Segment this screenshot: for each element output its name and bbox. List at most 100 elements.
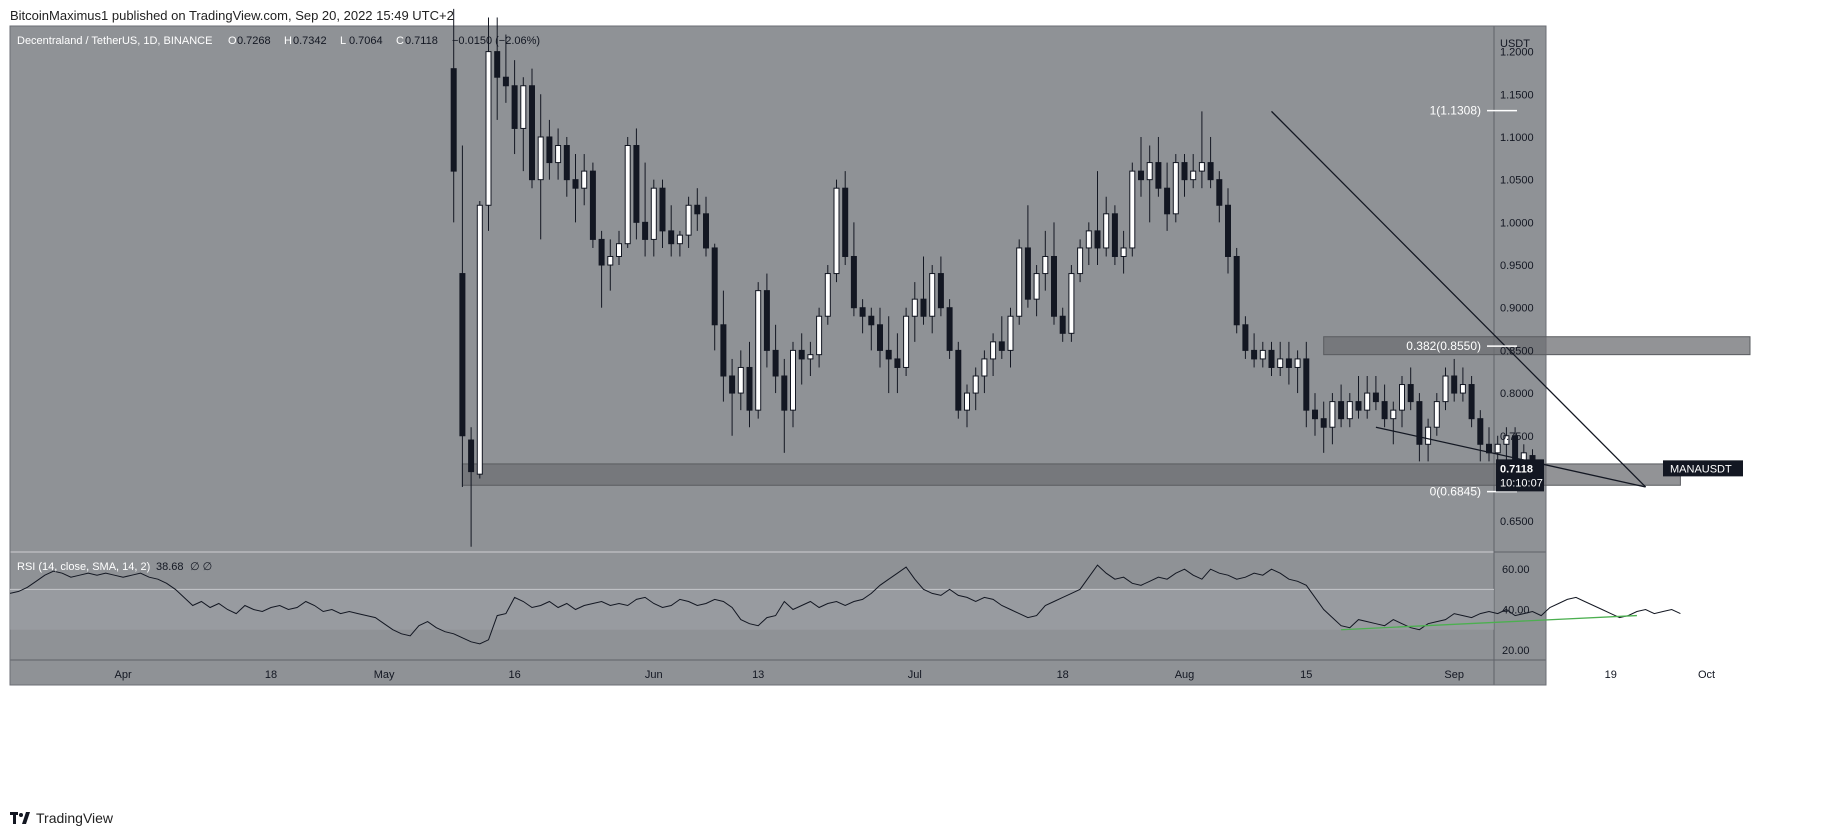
candle[interactable] — [563, 136, 570, 197]
candle[interactable] — [790, 341, 796, 428]
candle[interactable] — [633, 128, 640, 240]
candle[interactable] — [1459, 367, 1466, 402]
candle[interactable] — [598, 230, 605, 308]
candle[interactable] — [1138, 136, 1144, 197]
candle[interactable] — [1294, 350, 1301, 394]
candle[interactable] — [1024, 205, 1031, 308]
candle[interactable] — [1312, 393, 1318, 436]
candle[interactable] — [1225, 188, 1231, 274]
candle[interactable] — [1285, 341, 1292, 385]
candle[interactable] — [668, 205, 675, 257]
candle[interactable] — [955, 341, 962, 419]
candle[interactable] — [1303, 341, 1310, 428]
candle[interactable] — [1320, 401, 1327, 453]
candle[interactable] — [1077, 239, 1084, 283]
candle[interactable] — [1181, 154, 1188, 197]
candle[interactable] — [546, 119, 553, 180]
candle[interactable] — [537, 94, 544, 240]
candle[interactable] — [1103, 196, 1110, 257]
candle[interactable] — [642, 162, 649, 257]
candle[interactable] — [1399, 376, 1405, 428]
candle[interactable] — [676, 230, 683, 257]
candle[interactable] — [511, 60, 518, 155]
candle[interactable] — [903, 307, 910, 376]
candle[interactable] — [990, 333, 997, 376]
candle[interactable] — [998, 316, 1005, 359]
candle[interactable] — [607, 239, 614, 291]
candle[interactable] — [1033, 265, 1040, 317]
candle[interactable] — [1094, 171, 1101, 266]
candle[interactable] — [450, 8, 457, 223]
candle[interactable] — [1207, 136, 1214, 189]
candle[interactable] — [711, 243, 718, 351]
candle[interactable] — [572, 154, 579, 223]
candle[interactable] — [1059, 307, 1066, 342]
candle[interactable] — [1268, 341, 1275, 376]
candle[interactable] — [1120, 230, 1127, 274]
chart-legend[interactable]: Decentraland / TetherUS, 1D, BINANCE O 0.7… — [17, 35, 540, 47]
rsi-line[interactable] — [9, 564, 1681, 645]
candle[interactable] — [616, 230, 622, 266]
candle[interactable] — [720, 290, 727, 402]
candle[interactable] — [555, 128, 562, 180]
candle[interactable] — [1329, 393, 1336, 445]
candle[interactable] — [859, 299, 866, 334]
candle[interactable] — [1233, 247, 1240, 334]
candle[interactable] — [1468, 376, 1475, 428]
candle[interactable] — [1242, 316, 1249, 359]
candle[interactable] — [1164, 162, 1171, 231]
candle[interactable] — [1433, 393, 1440, 436]
candle[interactable] — [1007, 307, 1014, 368]
candle[interactable] — [659, 179, 666, 248]
candle[interactable] — [729, 358, 736, 436]
candle[interactable] — [1111, 205, 1118, 266]
candle[interactable] — [981, 350, 988, 394]
candle[interactable] — [624, 136, 631, 248]
candle[interactable] — [1346, 393, 1353, 428]
trendline-descending-support[interactable] — [1375, 426, 1646, 488]
rsi-legend[interactable]: RSI (14, close, SMA, 14, 2) 38.68 ∅ ∅ — [17, 561, 212, 573]
candle[interactable] — [529, 68, 535, 189]
candle[interactable] — [1477, 410, 1484, 462]
candle[interactable] — [1372, 376, 1379, 411]
candle[interactable] — [1407, 367, 1414, 411]
candle[interactable] — [755, 282, 762, 419]
candle[interactable] — [1146, 145, 1153, 223]
candle[interactable] — [850, 222, 857, 317]
candle[interactable] — [502, 34, 509, 103]
candle[interactable] — [746, 341, 753, 428]
candle[interactable] — [581, 154, 588, 206]
candle[interactable] — [1277, 341, 1284, 376]
candle[interactable] — [1416, 393, 1423, 462]
candle[interactable] — [911, 282, 918, 342]
candle[interactable] — [685, 196, 692, 248]
candle[interactable] — [868, 307, 875, 351]
candle[interactable] — [485, 17, 492, 231]
candle[interactable] — [1251, 333, 1258, 368]
candle[interactable] — [937, 256, 944, 317]
candle[interactable] — [1190, 154, 1197, 189]
candle[interactable] — [494, 17, 501, 120]
candle[interactable] — [468, 427, 475, 547]
candle[interactable] — [1451, 358, 1458, 402]
last-price-tag[interactable]: MANAUSDT 0.7118 10:10:07 — [1496, 459, 1743, 492]
candle[interactable] — [1172, 154, 1179, 223]
candle[interactable] — [885, 316, 892, 394]
candle[interactable] — [520, 77, 527, 172]
candle[interactable] — [1355, 376, 1362, 419]
candle[interactable] — [1016, 239, 1023, 325]
candle[interactable] — [929, 265, 936, 334]
candle[interactable] — [694, 188, 701, 231]
candle[interactable] — [1442, 367, 1449, 411]
candle[interactable] — [833, 179, 840, 283]
trendline-descending-resistance[interactable] — [1271, 110, 1647, 488]
candle[interactable] — [816, 307, 823, 368]
candle[interactable] — [1129, 162, 1136, 257]
candle[interactable] — [703, 196, 709, 257]
candle[interactable] — [763, 273, 770, 368]
candle[interactable] — [1338, 384, 1345, 428]
candle[interactable] — [877, 307, 883, 368]
footer[interactable]: TradingView — [10, 810, 113, 826]
candle[interactable] — [1364, 376, 1371, 419]
rsi-bullish-divergence-line[interactable] — [1341, 614, 1637, 631]
